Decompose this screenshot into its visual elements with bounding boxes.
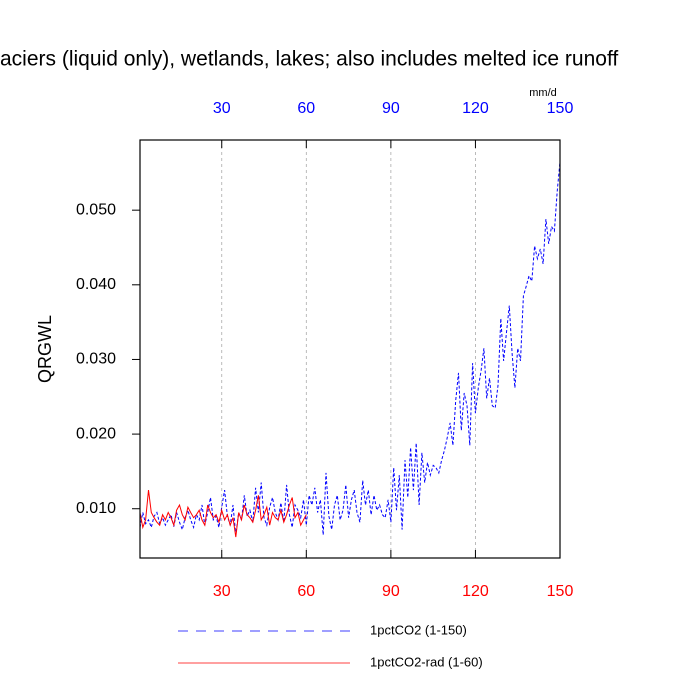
y-axis-label: QRGWL (35, 315, 55, 383)
legend-label: 1pctCO2-rad (1-60) (370, 654, 483, 669)
x-tick-label: 90 (382, 583, 400, 600)
x-tick-label: 150 (547, 583, 574, 600)
y-tick-label: 0.030 (76, 351, 116, 368)
x-top-tick-label: 60 (297, 100, 315, 117)
series-line (139, 490, 307, 538)
plot-frame (139, 139, 561, 559)
y-tick-label: 0.010 (76, 500, 116, 517)
x-top-tick-label: 30 (213, 100, 231, 117)
y-tick-label: 0.050 (76, 201, 116, 218)
series-line (139, 161, 561, 535)
x-top-tick-label: 120 (462, 100, 489, 117)
x-tick-label: 120 (462, 583, 489, 600)
chart-title: aciers (liquid only), wetlands, lakes; a… (0, 48, 618, 71)
x-tick-label: 60 (297, 583, 315, 600)
top-axis-label: mm/d (529, 87, 557, 99)
x-top-tick-label: 90 (382, 100, 400, 117)
x-tick-label: 30 (213, 583, 231, 600)
legend-label: 1pctCO2 (1-150) (370, 622, 467, 637)
y-tick-label: 0.020 (76, 425, 116, 442)
x-top-tick-label: 150 (547, 100, 574, 117)
y-tick-label: 0.040 (76, 276, 116, 293)
